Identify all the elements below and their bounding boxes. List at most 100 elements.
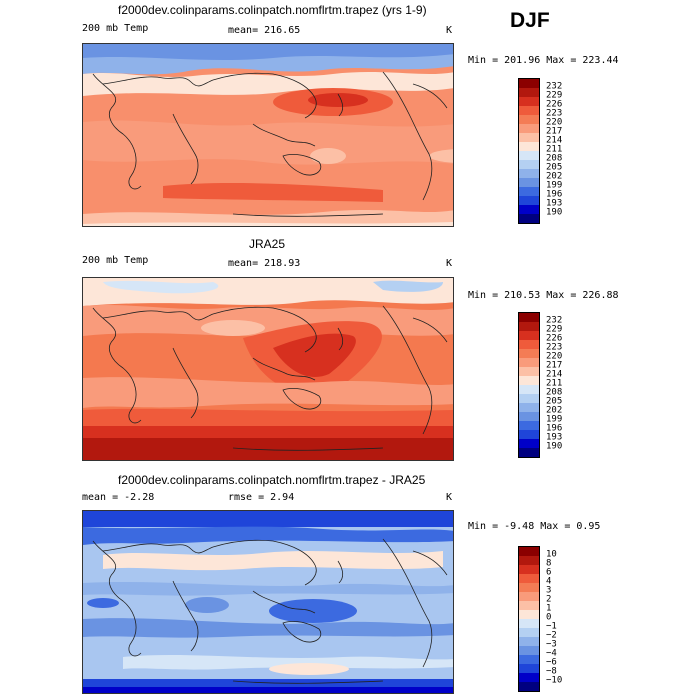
colorbar-swatch bbox=[519, 151, 539, 160]
colorbar-tick-label: 217 bbox=[546, 126, 563, 137]
colorbar-tick-label: 226 bbox=[546, 333, 563, 344]
colorbar-tick-label: 0 bbox=[546, 612, 552, 623]
colorbar-tick-label: 199 bbox=[546, 414, 563, 425]
colorbar-swatch bbox=[519, 646, 539, 655]
colorbar-swatch bbox=[519, 322, 539, 331]
panel-2-unit-label: K bbox=[446, 258, 453, 269]
colorbar-tick-label: 223 bbox=[546, 108, 563, 119]
panel-2-mean-label: mean= 218.93 bbox=[228, 258, 301, 269]
colorbar-tick-label: 199 bbox=[546, 180, 563, 191]
colorbar-swatch bbox=[519, 430, 539, 439]
season-label: DJF bbox=[510, 9, 550, 32]
colorbar-swatch bbox=[519, 619, 539, 628]
panel-3-unit-label: K bbox=[446, 492, 453, 503]
colorbar-swatch bbox=[519, 682, 539, 691]
colorbar-swatch bbox=[519, 664, 539, 673]
panel-3-colorbar bbox=[518, 546, 540, 692]
colorbar-tick-label: 196 bbox=[546, 189, 563, 200]
colorbar-swatch bbox=[519, 340, 539, 349]
colorbar-swatch bbox=[519, 592, 539, 601]
colorbar-swatch bbox=[519, 439, 539, 448]
colorbar-tick-label: 232 bbox=[546, 81, 563, 92]
colorbar-tick-label: 2 bbox=[546, 594, 552, 605]
colorbar-swatch bbox=[519, 421, 539, 430]
colorbar-tick-label: 1 bbox=[546, 603, 552, 614]
colorbar-tick-label: −4 bbox=[546, 648, 557, 659]
panel-1-minmax-label: Min = 201.96 Max = 223.44 bbox=[468, 55, 619, 66]
colorbar-tick-label: 202 bbox=[546, 171, 563, 182]
colorbar-tick-label: 196 bbox=[546, 423, 563, 434]
colorbar-swatch bbox=[519, 673, 539, 682]
colorbar-tick-label: 211 bbox=[546, 144, 563, 155]
colorbar-tick-label: 6 bbox=[546, 567, 552, 578]
colorbar-swatch bbox=[519, 412, 539, 421]
colorbar-tick-label: 190 bbox=[546, 207, 563, 218]
colorbar-tick-label: 10 bbox=[546, 549, 557, 560]
colorbar-swatch bbox=[519, 385, 539, 394]
colorbar-tick-label: 229 bbox=[546, 90, 563, 101]
colorbar-tick-label: 229 bbox=[546, 324, 563, 335]
colorbar-swatch bbox=[519, 610, 539, 619]
panel-2-colorbar bbox=[518, 312, 540, 458]
panel-2-variable-label: 200 mb Temp bbox=[82, 255, 149, 266]
colorbar-swatch bbox=[519, 133, 539, 142]
colorbar-tick-label: −3 bbox=[546, 639, 557, 650]
colorbar-swatch bbox=[519, 160, 539, 169]
panel-1-unit-label: K bbox=[446, 25, 453, 36]
colorbar-swatch bbox=[519, 565, 539, 574]
colorbar-swatch bbox=[519, 637, 539, 646]
colorbar-tick-label: 202 bbox=[546, 405, 563, 416]
colorbar-swatch bbox=[519, 115, 539, 124]
panel-1-map bbox=[82, 43, 454, 227]
colorbar-tick-label: −1 bbox=[546, 621, 557, 632]
colorbar-tick-label: −10 bbox=[546, 675, 563, 686]
colorbar-swatch bbox=[519, 313, 539, 322]
colorbar-tick-label: 220 bbox=[546, 351, 563, 362]
colorbar-swatch bbox=[519, 349, 539, 358]
panel-1-mean-label: mean= 216.65 bbox=[228, 25, 301, 36]
panel-3-title: f2000dev.colinparams.colinpatch.nomflrtm… bbox=[118, 473, 426, 487]
colorbar-tick-label: 214 bbox=[546, 135, 563, 146]
colorbar-tick-label: 4 bbox=[546, 576, 552, 587]
colorbar-tick-label: 217 bbox=[546, 360, 563, 371]
colorbar-swatch bbox=[519, 178, 539, 187]
panel-3-map bbox=[82, 510, 454, 694]
colorbar-swatch bbox=[519, 124, 539, 133]
colorbar-tick-label: −6 bbox=[546, 657, 557, 668]
colorbar-swatch bbox=[519, 88, 539, 97]
panel-3-mean-label: mean = -2.28 bbox=[82, 492, 155, 503]
colorbar-swatch bbox=[519, 628, 539, 637]
colorbar-swatch bbox=[519, 403, 539, 412]
colorbar-tick-label: 211 bbox=[546, 378, 563, 389]
colorbar-swatch bbox=[519, 97, 539, 106]
colorbar-tick-label: −8 bbox=[546, 666, 557, 677]
colorbar-swatch bbox=[519, 331, 539, 340]
colorbar-tick-label: 193 bbox=[546, 432, 563, 443]
colorbar-swatch bbox=[519, 394, 539, 403]
panel-2-colorbar-labels: 232 229 226 223 220 217 214 211 208 205 202 199 196 1… bbox=[546, 312, 586, 458]
colorbar-swatch bbox=[519, 169, 539, 178]
panel-1-colorbar-labels: 232 229 226 223 220 217 214 211 208 205 202 199 196 1… bbox=[546, 78, 586, 224]
colorbar-tick-label: 208 bbox=[546, 387, 563, 398]
panel-3-rmse-label: rmse = 2.94 bbox=[228, 492, 295, 503]
panel-3-map-plot bbox=[83, 511, 453, 693]
panel-1-map-plot bbox=[83, 44, 453, 226]
colorbar-tick-label: 220 bbox=[546, 117, 563, 128]
colorbar-tick-label: 232 bbox=[546, 315, 563, 326]
colorbar-swatch bbox=[519, 142, 539, 151]
colorbar-swatch bbox=[519, 358, 539, 367]
colorbar-swatch bbox=[519, 547, 539, 556]
colorbar-swatch bbox=[519, 376, 539, 385]
colorbar-tick-label: 205 bbox=[546, 396, 563, 407]
colorbar-swatch bbox=[519, 601, 539, 610]
panel-1-variable-label: 200 mb Temp bbox=[82, 23, 149, 34]
colorbar-swatch bbox=[519, 448, 539, 457]
colorbar-swatch bbox=[519, 79, 539, 88]
colorbar-swatch bbox=[519, 214, 539, 223]
colorbar-tick-label: 3 bbox=[546, 585, 552, 596]
panel-2-minmax-label: Min = 210.53 Max = 226.88 bbox=[468, 290, 619, 301]
colorbar-swatch bbox=[519, 187, 539, 196]
panel-3-minmax-label: Min = -9.48 Max = 0.95 bbox=[468, 521, 601, 532]
colorbar-swatch bbox=[519, 556, 539, 565]
colorbar-tick-label: 193 bbox=[546, 198, 563, 209]
